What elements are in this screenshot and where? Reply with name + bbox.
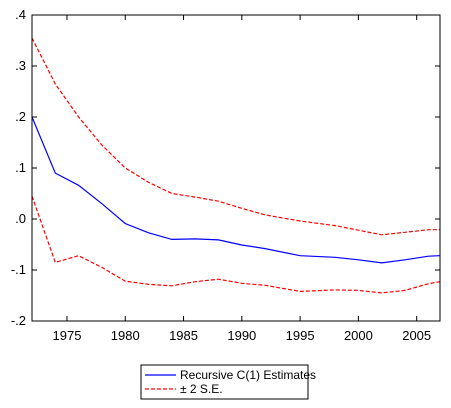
axis-layer: -.2 -.1 .0 .1 .2 .3 .4 1975 1980 1985 1990 1995 2000…: [11, 7, 441, 343]
y-tick-label: -.2: [11, 313, 26, 328]
plot-frame: [31, 14, 441, 322]
upper-se-band-line: [31, 37, 440, 236]
x-tick-label: 2005: [402, 328, 431, 343]
x-tick-label: 1990: [227, 328, 256, 343]
recursive-estimate-line: [31, 116, 441, 264]
y-tick-label: .3: [15, 58, 26, 73]
plot-layer: [31, 37, 441, 294]
x-tick-label: 1980: [111, 328, 140, 343]
x-tick-label: 1995: [286, 328, 315, 343]
legend: Recursive C(1) Estimates± 2 S.E.: [140, 364, 316, 400]
legend-label: ± 2 S.E.: [180, 382, 223, 396]
x-tick-label: 1975: [53, 328, 82, 343]
legend-label: Recursive C(1) Estimates: [180, 368, 316, 382]
y-tick-label: .1: [15, 160, 26, 175]
legend-box: [140, 364, 309, 400]
y-tick-label: -.1: [11, 262, 26, 277]
y-tick-label: .0: [15, 211, 26, 226]
lower-se-band-line: [31, 195, 441, 294]
y-tick-label: .2: [15, 109, 26, 124]
x-tick-label: 2000: [344, 328, 373, 343]
y-tick-label: .4: [15, 7, 26, 22]
x-tick-label: 1985: [169, 328, 198, 343]
